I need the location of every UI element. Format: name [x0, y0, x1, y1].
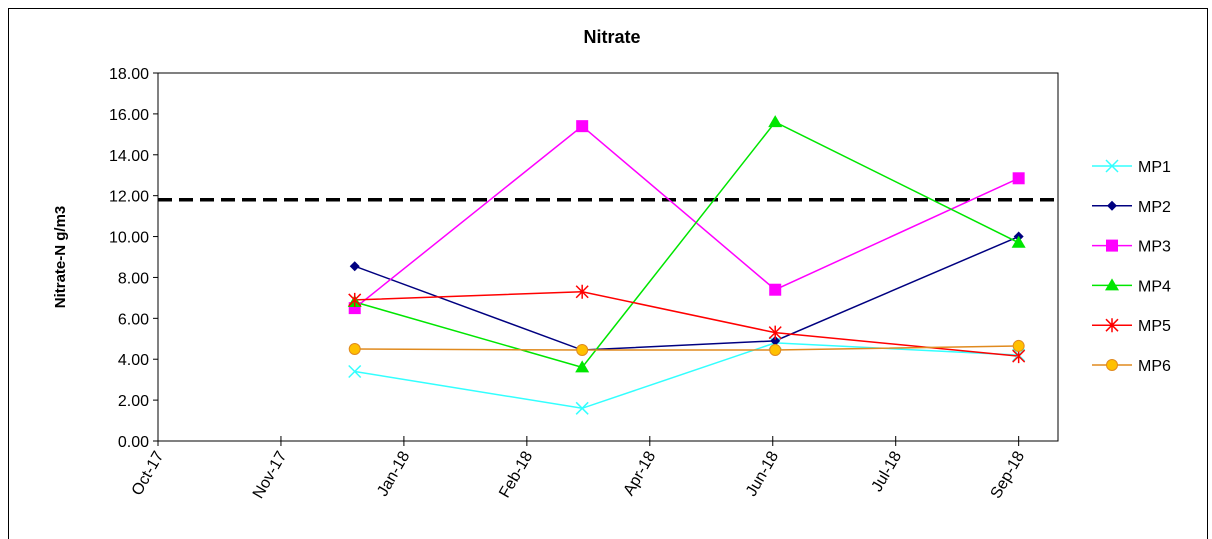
- y-tick-label: 0.00: [118, 434, 149, 451]
- marker: [348, 292, 362, 307]
- legend-label: MP3: [1138, 239, 1171, 256]
- marker: [349, 261, 360, 272]
- legend-marker: [1106, 359, 1118, 371]
- plot-area: [157, 72, 1059, 442]
- y-tick-label: 8.00: [118, 270, 149, 287]
- marker: [769, 344, 782, 357]
- marker: [768, 325, 782, 340]
- marker: [348, 364, 362, 379]
- marker: [769, 283, 782, 296]
- y-tick-label: 2.00: [118, 393, 149, 410]
- series-line: [354, 121, 1019, 369]
- y-tick-label: 4.00: [118, 352, 149, 369]
- marker: [575, 360, 590, 373]
- legend-label: MP1: [1138, 159, 1171, 176]
- legend-label: MP4: [1138, 278, 1171, 295]
- marker: [1012, 339, 1025, 352]
- marker: [348, 343, 361, 355]
- marker: [770, 335, 781, 346]
- legend-marker: [1105, 159, 1119, 173]
- series-line: [354, 235, 1019, 351]
- marker: [576, 344, 589, 357]
- legend-marker: [1105, 278, 1119, 291]
- legend-marker: [1107, 200, 1117, 211]
- marker: [575, 401, 589, 415]
- y-tick-label: 6.00: [118, 311, 149, 328]
- marker: [575, 284, 589, 299]
- y-tick-label: 10.00: [109, 230, 149, 247]
- marker: [1012, 172, 1025, 185]
- marker: [768, 115, 783, 128]
- y-tick-label: 18.00: [109, 66, 149, 83]
- y-axis-label: Nitrate-N g/m3: [52, 206, 69, 309]
- legend-label: MP6: [1138, 358, 1171, 375]
- series-line: [354, 342, 1019, 410]
- legend-marker: [1105, 318, 1119, 333]
- legend-label: MP2: [1138, 199, 1171, 216]
- marker: [1011, 235, 1026, 248]
- series-line: [354, 345, 1019, 351]
- legend-label: MP5: [1138, 318, 1171, 335]
- y-tick-label: 16.00: [109, 107, 149, 124]
- marker: [576, 120, 589, 133]
- series-line: [354, 291, 1019, 357]
- chart-title: Nitrate: [583, 27, 640, 47]
- legend-marker: [1106, 239, 1118, 252]
- y-tick-label: 14.00: [109, 148, 149, 165]
- y-tick-label: 12.00: [109, 189, 149, 206]
- series-line: [354, 125, 1019, 309]
